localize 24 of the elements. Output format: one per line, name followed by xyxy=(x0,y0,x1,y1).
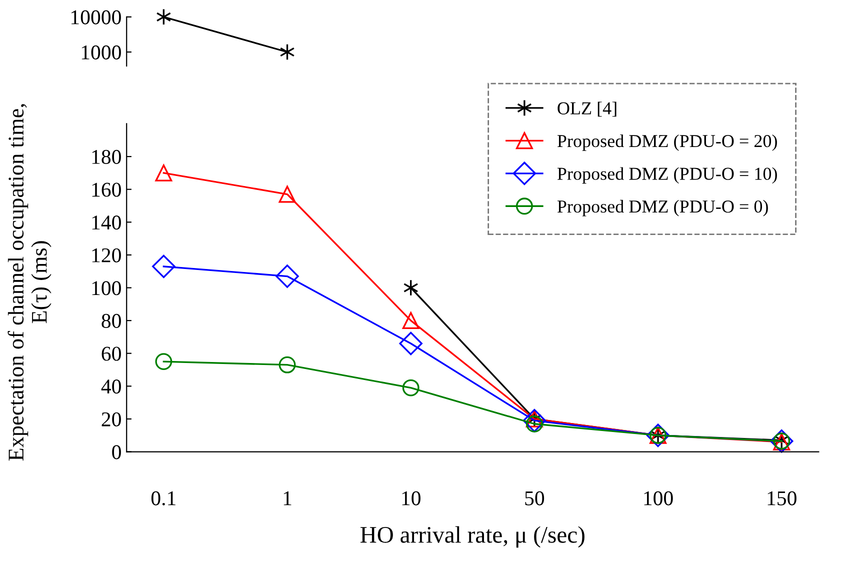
y-axis-title: Expectation of channel occupation time, E(τ) (ms) xyxy=(8,104,52,461)
y-tick-label: 100 xyxy=(92,281,121,296)
y-tick-label: 0 xyxy=(112,445,121,460)
y-tick-label: 60 xyxy=(102,346,121,361)
x-tick-label: 10 xyxy=(402,491,420,506)
y-tick-label: 10000 xyxy=(71,10,121,24)
x-tick-label: 150 xyxy=(768,491,796,506)
x-tick-label: 100 xyxy=(644,491,673,506)
y-tick-label: 160 xyxy=(92,182,121,197)
y-tick-label: 140 xyxy=(92,216,121,230)
x-tick-label: 1 xyxy=(284,491,292,506)
legend-label: Proposed DMZ (PDU-O = 10) xyxy=(557,167,777,184)
x-tick-label: 50 xyxy=(525,491,544,506)
y-tick-label: 180 xyxy=(92,150,121,164)
x-axis-title: HO arrival rate, μ (/sec) xyxy=(360,526,584,548)
legend-label: Proposed DMZ (PDU-O = 0) xyxy=(557,200,768,216)
legend-label: Proposed DMZ (PDU-O = 20) xyxy=(557,134,777,151)
y-tick-label: 120 xyxy=(92,248,121,262)
y-tick-label: 40 xyxy=(101,380,121,394)
y-tick-label: 1000 xyxy=(82,45,121,60)
y-tick-label: 80 xyxy=(102,314,121,328)
y-tick-label: 20 xyxy=(102,412,121,426)
legend-label: OLZ [4] xyxy=(558,102,616,117)
x-tick-label: 0.1 xyxy=(151,491,176,506)
